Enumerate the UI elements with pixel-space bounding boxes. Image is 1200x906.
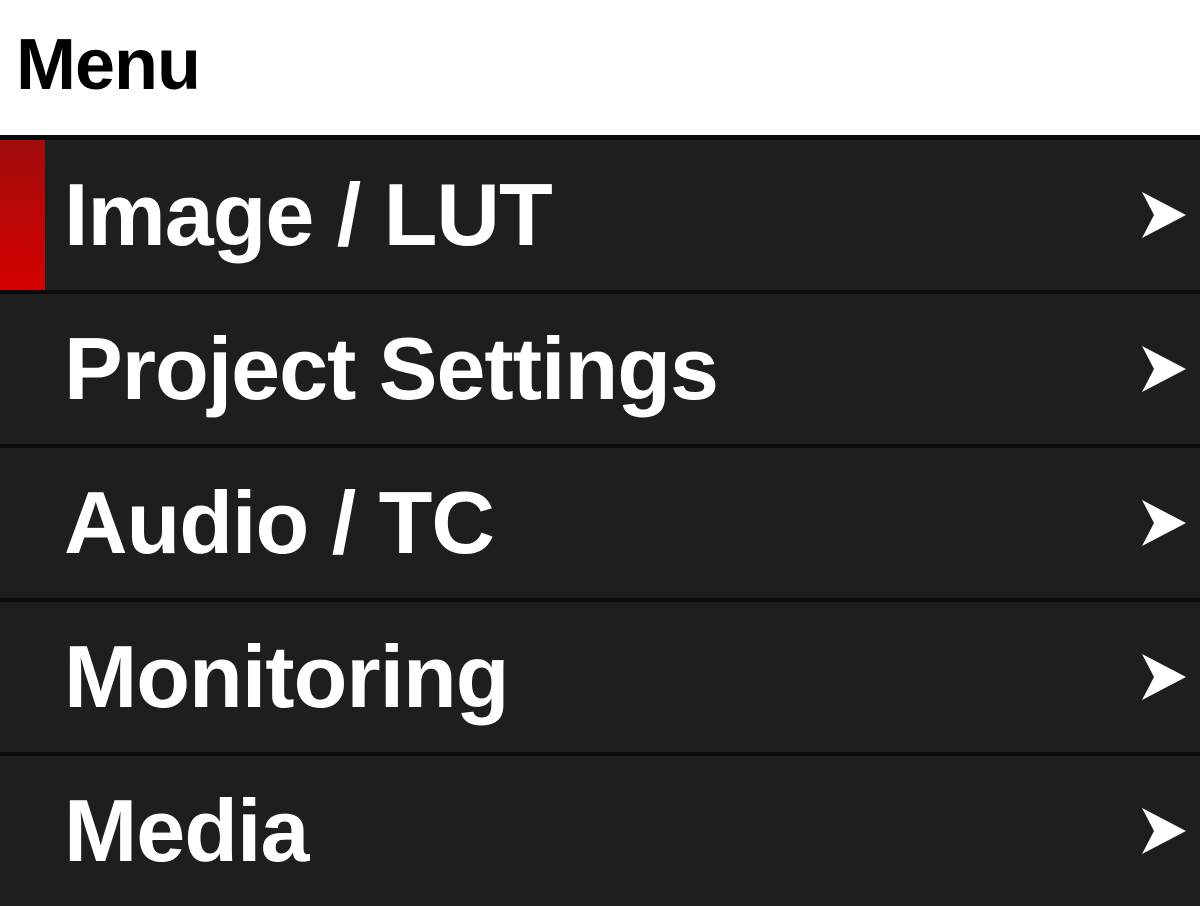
menu-item-label: Audio / TC — [64, 473, 495, 572]
menu-item-audio-tc[interactable]: Audio / TC — [0, 448, 1200, 598]
menu-item-project-settings[interactable]: Project Settings — [0, 294, 1200, 444]
page-title: Menu — [16, 25, 201, 105]
menu-item-label: Media — [64, 781, 309, 880]
menu-item-label: Project Settings — [64, 319, 719, 418]
selection-indicator — [0, 140, 45, 290]
menu-item-monitoring[interactable]: Monitoring — [0, 602, 1200, 752]
chevron-right-icon — [1142, 808, 1186, 854]
menu-item-label: Monitoring — [64, 627, 510, 726]
chevron-right-icon — [1142, 346, 1186, 392]
menu-item-image-lut[interactable]: Image / LUT — [0, 140, 1200, 290]
chevron-right-icon — [1142, 500, 1186, 546]
menu-list: Image / LUT Project Settings Audio / TC … — [0, 135, 1200, 906]
menu-item-media[interactable]: Media — [0, 756, 1200, 906]
chevron-right-icon — [1142, 654, 1186, 700]
menu-header: Menu — [0, 0, 1200, 135]
chevron-right-icon — [1142, 192, 1186, 238]
menu-item-label: Image / LUT — [64, 165, 553, 264]
